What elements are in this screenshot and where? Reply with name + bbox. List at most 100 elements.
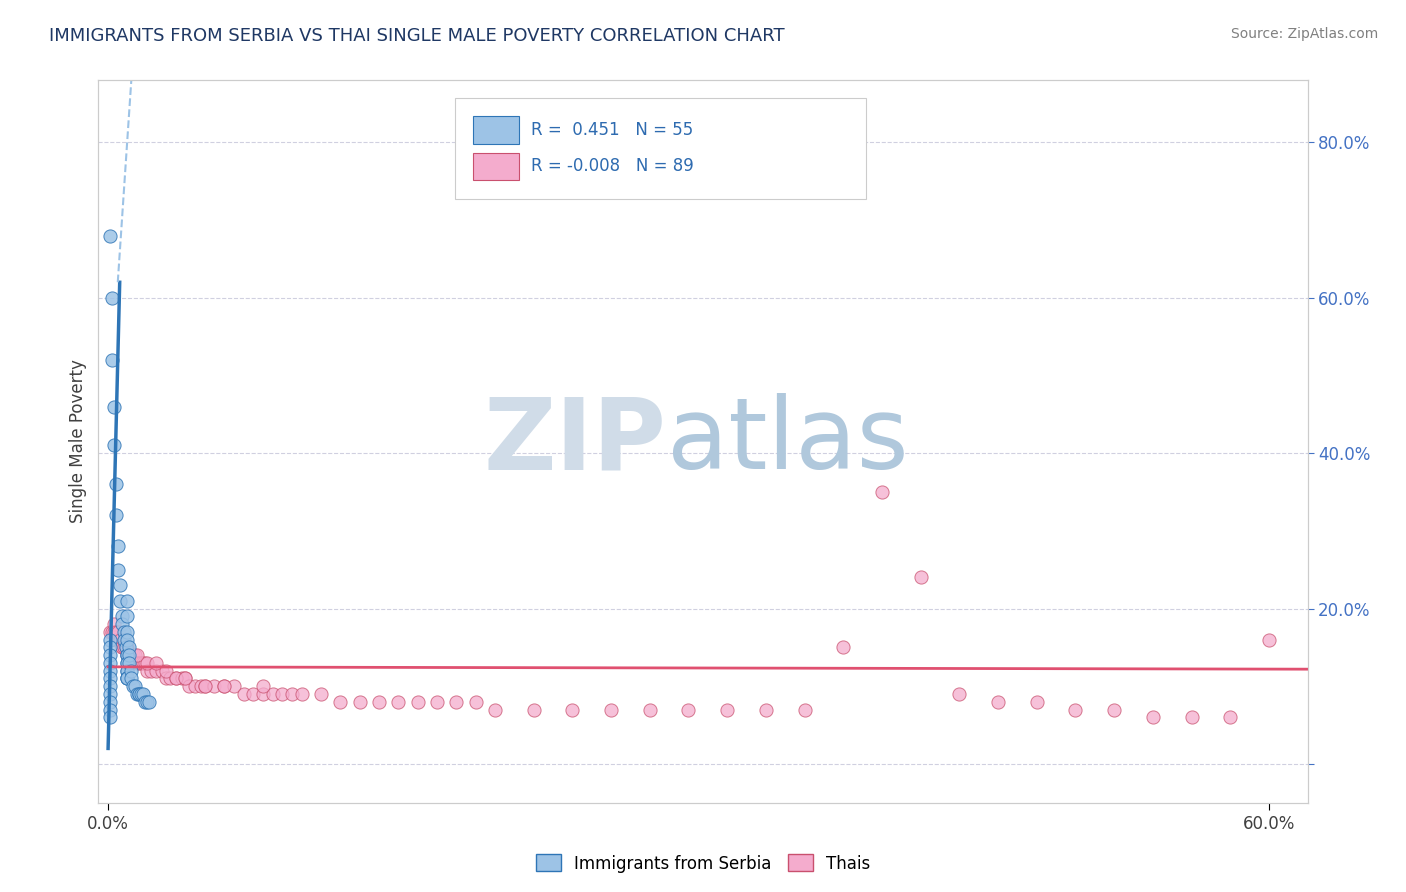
Point [107,632,129,647]
Point [134,695,156,709]
Point [184,679,207,693]
Point [117,609,139,624]
Point [117,624,139,639]
Point [103,617,125,632]
Point [128,687,150,701]
Point [101,624,124,639]
Point [1257,632,1279,647]
Point [242,687,264,701]
Text: ZIP: ZIP [484,393,666,490]
Text: Source: ZipAtlas.com: Source: ZipAtlas.com [1230,27,1378,41]
Point [212,679,235,693]
Point [262,687,284,701]
Point [117,648,139,663]
Point [170,672,193,686]
Point [150,664,173,678]
Point [112,640,135,655]
Point [165,672,187,686]
Point [194,679,217,693]
Point [117,672,139,686]
Point [98,702,121,716]
Point [281,687,304,701]
Point [948,687,970,701]
Point [117,672,139,686]
Point [1064,702,1087,716]
Point [101,291,124,305]
Point [290,687,312,701]
Point [98,710,121,724]
Point [204,679,226,693]
Point [165,672,187,686]
Point [98,687,121,701]
Point [117,594,139,608]
Point [118,648,141,663]
Point [252,687,274,701]
Point [118,640,141,655]
Point [98,228,121,243]
Point [484,702,506,716]
Point [120,664,142,678]
Point [108,594,131,608]
FancyBboxPatch shape [456,98,866,200]
Point [600,702,623,716]
Point [145,664,167,678]
Point [103,624,125,639]
Point [174,672,197,686]
Point [117,632,139,647]
Point [112,624,135,639]
Point [98,656,121,670]
Point [387,695,409,709]
Point [108,632,131,647]
Point [127,656,149,670]
Point [98,672,121,686]
Point [222,679,245,693]
Text: R =  0.451   N = 55: R = 0.451 N = 55 [531,121,693,139]
Point [111,640,134,655]
Point [716,702,738,716]
Point [98,695,121,709]
Legend: Immigrants from Serbia, Thais: Immigrants from Serbia, Thais [529,847,877,880]
Point [117,648,139,663]
Point [155,672,177,686]
Point [129,656,152,670]
Point [98,640,121,655]
Point [104,624,127,639]
Point [329,695,352,709]
Point [112,640,135,655]
Point [870,485,893,500]
Point [117,664,139,678]
Point [112,632,135,647]
Point [107,563,129,577]
Bar [474,153,519,180]
Point [117,640,139,655]
Point [111,609,134,624]
Point [349,695,371,709]
Point [128,687,150,701]
Point [117,648,139,663]
Point [120,672,142,686]
Point [117,672,139,686]
Point [114,640,136,655]
Point [1025,695,1047,709]
Point [124,679,146,693]
Point [194,679,217,693]
Point [179,679,201,693]
Point [98,648,121,663]
Point [114,640,136,655]
Point [108,578,131,592]
Point [561,702,583,716]
Point [446,695,468,709]
Point [128,656,150,670]
Point [910,570,932,584]
Text: R = -0.008   N = 89: R = -0.008 N = 89 [531,157,695,175]
Point [127,648,149,663]
Point [107,624,129,639]
Point [426,695,449,709]
Point [120,648,142,663]
Text: IMMIGRANTS FROM SERBIA VS THAI SINGLE MALE POVERTY CORRELATION CHART: IMMIGRANTS FROM SERBIA VS THAI SINGLE MA… [49,27,785,45]
Point [103,400,125,414]
Point [107,540,129,554]
Point [138,695,160,709]
Point [135,656,157,670]
Point [104,508,127,523]
